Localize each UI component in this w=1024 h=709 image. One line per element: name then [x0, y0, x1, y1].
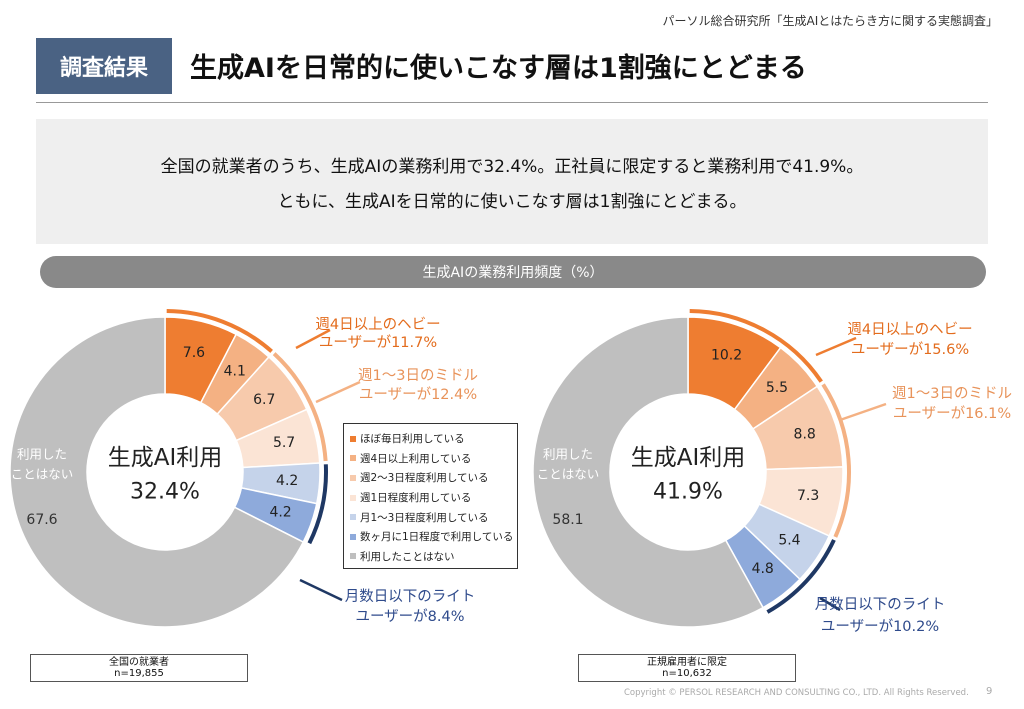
sample-label: 正規雇用者に限定: [647, 657, 727, 668]
sample-size: n=19,855: [114, 668, 164, 679]
callout-line-2: ユーザーが12.4%: [359, 386, 477, 403]
legend-item: 利用したことはない: [350, 547, 517, 567]
slice-value-label: 4.2: [276, 473, 298, 489]
legend-label: 週2～3日程度利用している: [360, 472, 489, 485]
donut-slice: [532, 316, 765, 628]
sample-label: 全国の就業者: [109, 657, 169, 668]
slice-value-label: 5.5: [766, 380, 788, 396]
page-number: 9: [986, 686, 993, 697]
legend-label: 利用したことはない: [360, 550, 455, 563]
page-title: 生成AIを日常的に使いこなす層は1割強にとどまる: [190, 53, 807, 84]
slice-value-label: 5.4: [778, 533, 800, 549]
summary-box: 全国の就業者のうち、生成AIの業務利用で32.4%。正社員に限定すると業務利用で…: [36, 119, 988, 244]
copyright: Copyright © PERSOL RESEARCH AND CONSULTI…: [624, 688, 969, 698]
slice-label-never: 利用した: [543, 447, 593, 462]
slice-value-label: 4.8: [752, 561, 774, 577]
callout-line-2: ユーザーが8.4%: [355, 608, 464, 625]
slice-value-label: 8.8: [794, 427, 816, 443]
survey-source: パーソル総合研究所「生成AIとはたらき方に関する実態調査」: [662, 14, 998, 28]
slice-value-label: 58.1: [552, 512, 583, 528]
callout-line-2: ユーザーが15.6%: [851, 341, 969, 358]
legend-swatch: [350, 435, 356, 442]
legend-label: 月1～3日程度利用している: [360, 511, 489, 524]
legend-swatch: [350, 494, 356, 501]
callout-line-2: ユーザーが11.7%: [319, 334, 437, 351]
legend-swatch: [350, 455, 356, 462]
sample-box-regular-employees: 正規雇用者に限定 n=10,632: [578, 654, 796, 682]
center-value: 41.9%: [653, 480, 723, 505]
callout-leader: [295, 328, 331, 350]
group-arc: [689, 309, 823, 383]
legend-item: 月1～3日程度利用している: [350, 507, 517, 527]
legend-label: 週1日程度利用している: [360, 492, 472, 505]
center-label: 生成AI利用: [631, 445, 746, 471]
slice-value-label: 5.7: [273, 435, 295, 451]
callout-leader: [315, 380, 361, 404]
callout-leader: [299, 578, 343, 602]
callout-line-1: 月数日以下のライト: [345, 588, 476, 605]
summary-line-1: 全国の就業者のうち、生成AIの業務利用で32.4%。正社員に限定すると業務利用で…: [160, 156, 864, 177]
legend-label: ほぼ毎日利用している: [360, 433, 465, 446]
legend-label: 数ヶ月に1日程度で利用している: [360, 531, 514, 544]
callout-line-2: ユーザーが10.2%: [821, 618, 939, 635]
callout-leader: [815, 336, 857, 357]
slice-value-label: 10.2: [711, 348, 742, 364]
donut-slice: [9, 316, 305, 628]
group-arc: [821, 383, 851, 538]
group-arc: [766, 539, 836, 614]
callout-line-1: 週1～3日のミドル: [358, 367, 478, 384]
slice-value-label: 6.7: [253, 392, 275, 408]
legend-swatch: [350, 474, 356, 481]
callout-line-1: 週1～3日のミドル: [892, 385, 1012, 402]
legend-swatch: [350, 533, 356, 540]
group-arc: [307, 464, 328, 545]
legend-swatch: [350, 553, 356, 560]
legend-item: 数ヶ月に1日程度で利用している: [350, 527, 517, 547]
legend: ほぼ毎日利用している 週4日以上利用している 週2～3日程度利用している 週1日…: [343, 423, 518, 569]
group-arc: [272, 352, 328, 462]
title-divider: [36, 102, 988, 103]
slice-value-label: 4.1: [224, 363, 246, 379]
callout-line-2: ユーザーが16.1%: [893, 405, 1011, 422]
legend-item: ほぼ毎日利用している: [350, 429, 517, 449]
callout-line-1: 週4日以上のヘビー: [847, 321, 972, 338]
legend-swatch: [350, 514, 356, 521]
center-label: 生成AI利用: [108, 445, 223, 471]
slice-label-never: ことはない: [537, 467, 600, 482]
sample-box-all-workers: 全国の就業者 n=19,855: [30, 654, 248, 682]
slice-label-never: ことはない: [11, 467, 74, 482]
legend-item: 週2～3日程度利用している: [350, 468, 517, 488]
legend-label: 週4日以上利用している: [360, 452, 472, 465]
slice-value-label: 7.6: [183, 345, 205, 361]
callout-leader: [819, 596, 841, 612]
legend-item: 週1日程度利用している: [350, 488, 517, 508]
callout-leader: [839, 402, 887, 422]
legend-item: 週4日以上利用している: [350, 449, 517, 469]
summary-line-2: ともに、生成AIを日常的に使いこなす層は1割強にとどまる。: [277, 191, 747, 212]
callout-line-1: 週4日以上のヘビー: [315, 316, 440, 333]
slice-value-label: 7.3: [797, 488, 819, 504]
slice-value-label: 67.6: [26, 512, 57, 528]
sample-size: n=10,632: [662, 668, 712, 679]
center-value: 32.4%: [130, 480, 200, 505]
slice-value-label: 4.2: [269, 505, 291, 521]
slice-label-never: 利用した: [17, 447, 67, 462]
callout-line-1: 月数日以下のライト: [815, 596, 946, 613]
group-arc: [166, 309, 273, 353]
section-tag: 調査結果: [36, 38, 172, 94]
section-label: 生成AIの業務利用頻度（%）: [40, 256, 986, 288]
